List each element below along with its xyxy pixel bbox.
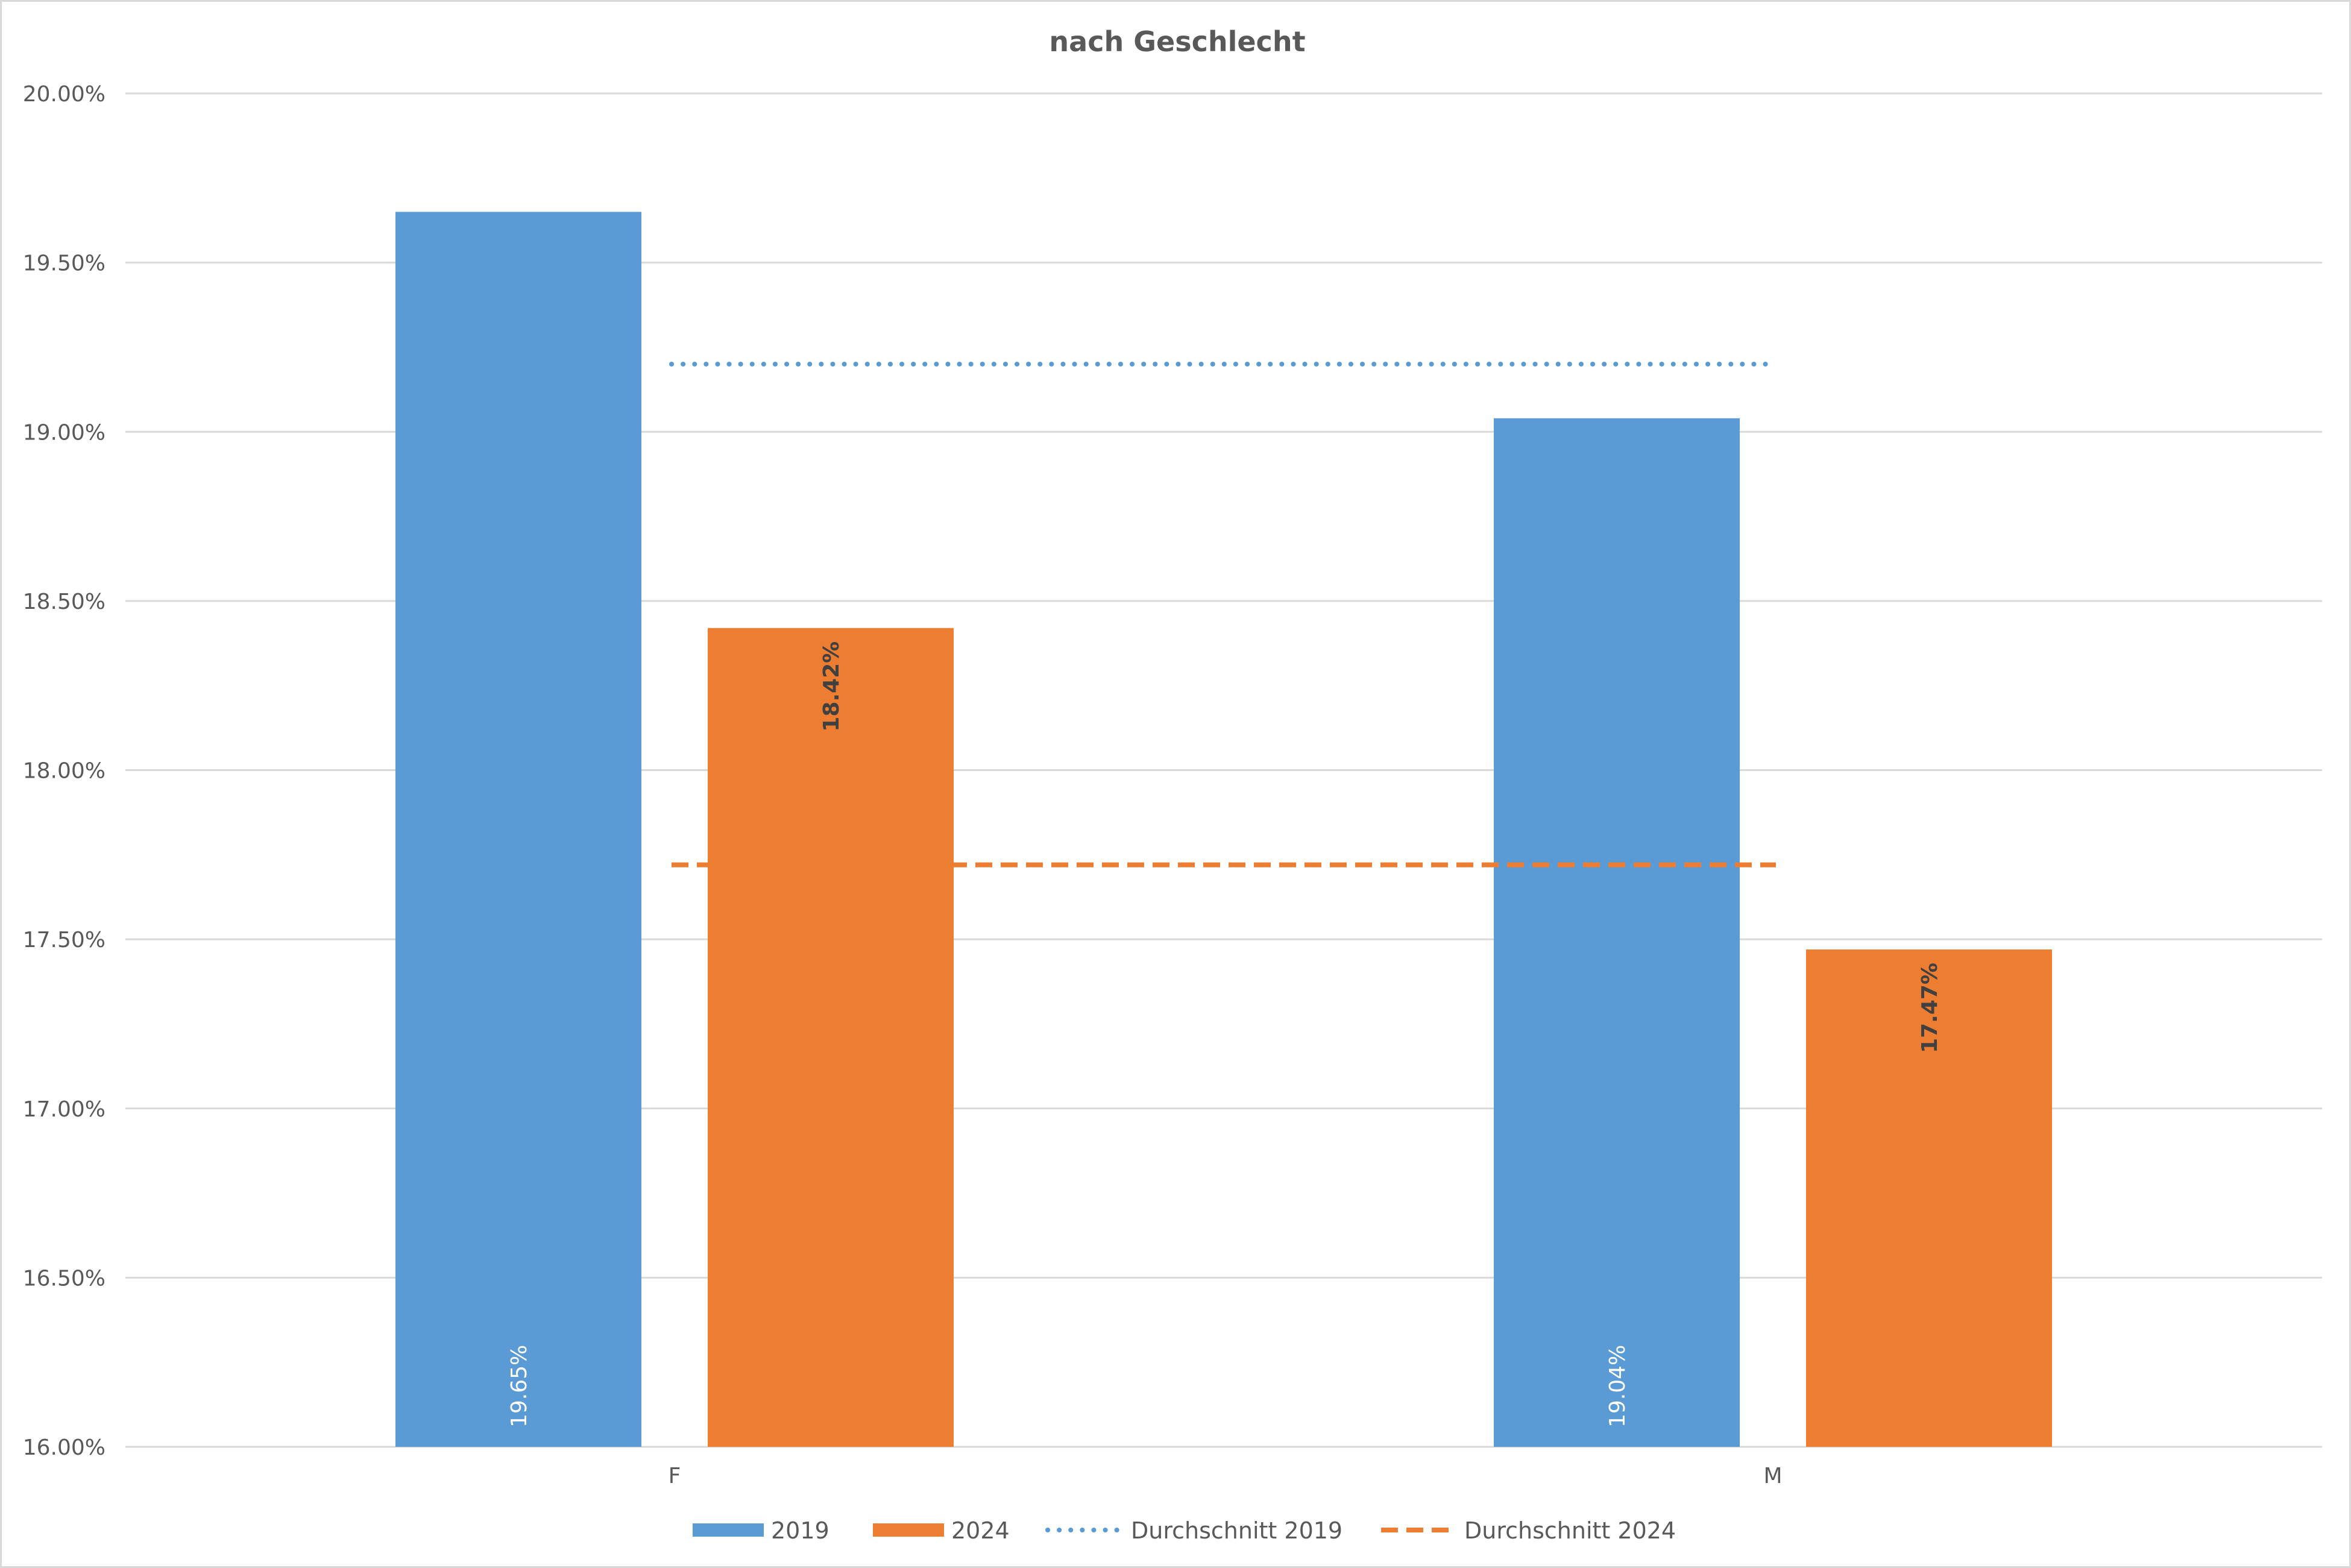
y-tick-label: 18.00% [23, 759, 105, 784]
legend: 2019 2024 Durchschnitt 2019 Durchschnitt 20… [693, 1517, 1676, 1544]
bar-2019-F [395, 212, 641, 1447]
legend-label: 2024 [951, 1517, 1010, 1544]
data-label-2024-F: 18.42% [819, 641, 844, 732]
y-tick-label: 20.00% [23, 82, 105, 107]
y-tick-label: 19.50% [23, 251, 105, 276]
data-labels: 19.65% 18.42% 19.04% 17.47% [507, 641, 1942, 1428]
data-label-2024-M: 17.47% [1918, 963, 1942, 1053]
data-label-2019-F: 19.65% [507, 1345, 532, 1428]
y-tick-label: 19.00% [23, 420, 105, 445]
legend-label: Durchschnitt 2019 [1131, 1517, 1342, 1544]
data-label-2019-M: 19.04% [1605, 1345, 1630, 1428]
y-tick-label: 17.00% [23, 1097, 105, 1122]
legend-swatch [873, 1523, 944, 1537]
legend-label: Durchschnitt 2024 [1464, 1517, 1676, 1544]
legend-swatch [693, 1523, 764, 1537]
legend-label: 2019 [771, 1517, 829, 1544]
chart-title: nach Geschlecht [1049, 25, 1305, 58]
x-category-label: F [669, 1464, 681, 1488]
y-tick-label: 16.50% [23, 1266, 105, 1291]
bars [395, 212, 2052, 1447]
average-lines [669, 362, 1778, 867]
bar-2019-M [1494, 418, 1740, 1447]
y-axis-tick-labels: 16.00% 16.50% 17.00% 17.50% 18.00% 18.50% 19.0… [23, 82, 105, 1460]
y-tick-label: 17.50% [23, 928, 105, 952]
bar-2024-F [708, 628, 954, 1447]
y-tick-label: 16.00% [23, 1435, 105, 1460]
bar-2024-M [1806, 949, 2052, 1447]
y-tick-label: 18.50% [23, 590, 105, 614]
x-category-label: M [1763, 1464, 1782, 1488]
